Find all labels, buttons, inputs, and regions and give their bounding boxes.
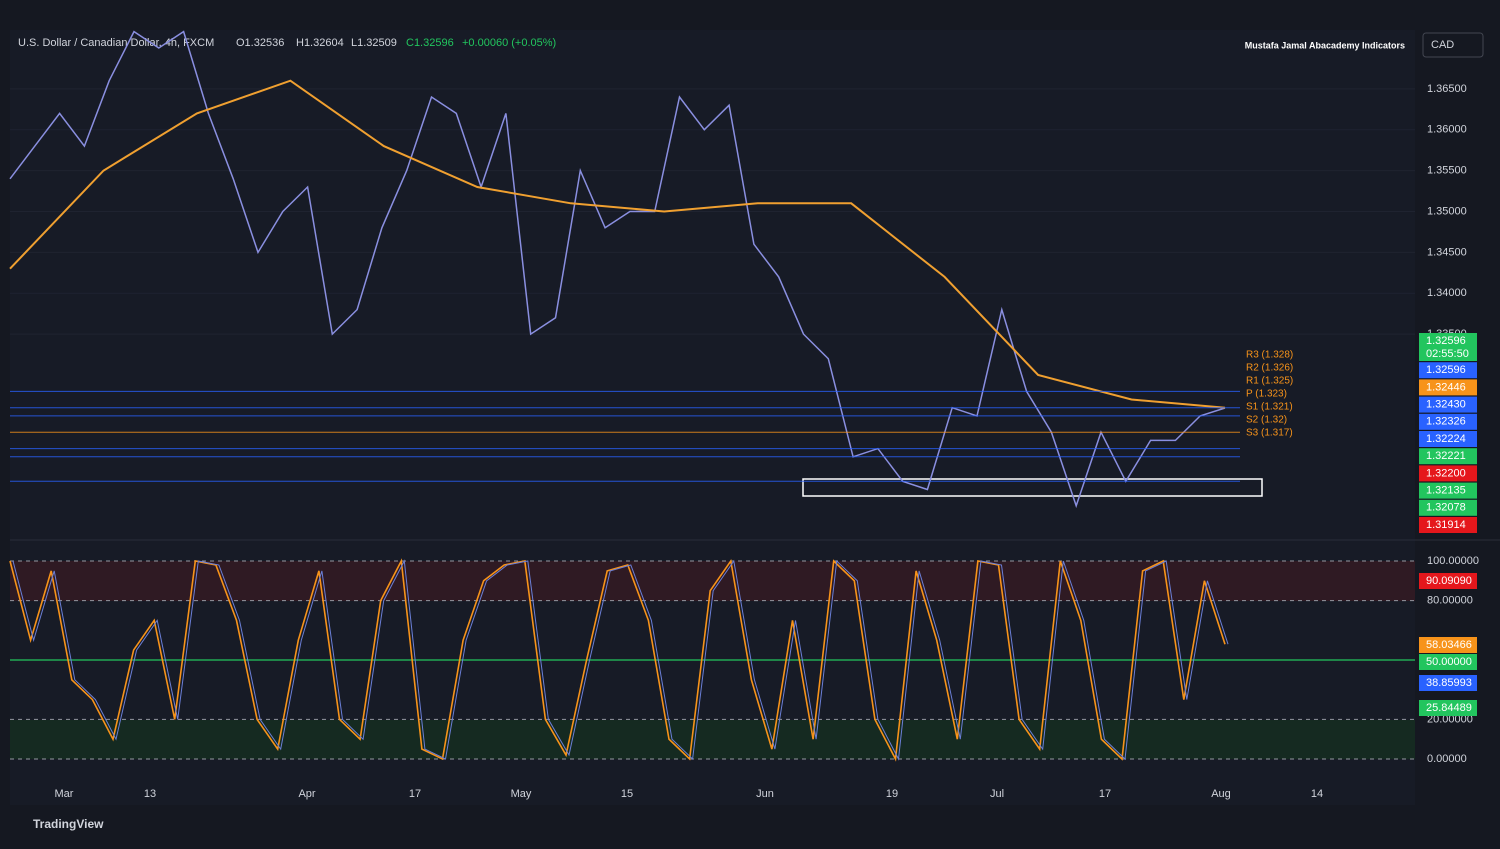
ohlc-close: C1.32596 [406, 37, 454, 49]
time-label: 15 [621, 788, 633, 800]
osc-tag-text: 25.84489 [1426, 702, 1472, 714]
osc-tag-text: 38.85993 [1426, 677, 1472, 689]
symbol: U.S. Dollar / Canadian Dollar, 4h, FXCM [18, 37, 214, 49]
price-tag-text: 1.32596 [1426, 364, 1466, 376]
ohlc-high: H1.32604 [296, 37, 344, 49]
osc-tag [1419, 700, 1477, 716]
price-tag [1419, 413, 1477, 430]
price-tick-label: 1.36500 [1427, 83, 1467, 95]
osc-tick-label: 100.00000 [1427, 555, 1479, 567]
currency-button[interactable] [1422, 32, 1484, 58]
osc-tick-label: 0.00000 [1427, 753, 1467, 765]
ohlc-open: O1.32536 [236, 37, 284, 49]
price-tag [1419, 465, 1477, 482]
pivot-label: R2 (1.326) [1246, 363, 1293, 374]
osc-tag-text: 90.09090 [1426, 575, 1472, 587]
countdown: 02:55:50 [1426, 348, 1469, 360]
time-label: May [511, 788, 532, 800]
time-label: Jun [756, 788, 774, 800]
osc-tag [1419, 654, 1477, 670]
time-label: 17 [1099, 788, 1111, 800]
price-line [9, 30, 1226, 509]
moving-average [9, 79, 1226, 409]
price-tag [1419, 517, 1477, 533]
price-tag [1419, 396, 1477, 413]
oscillator-line [9, 558, 1226, 762]
osc-tag-text: 50.00000 [1426, 656, 1472, 668]
price-tick-label: 1.36000 [1427, 124, 1467, 136]
price-tag [1419, 482, 1477, 499]
price-tag-text: 1.32596 [1426, 335, 1466, 347]
osc-tick-label: 80.00000 [1427, 595, 1473, 607]
osc-tick-label: 20.00000 [1427, 713, 1473, 725]
price-tag-text: 1.32224 [1426, 433, 1466, 445]
indicator-name: Mustafa Jamal Abacademy Indicators [1245, 40, 1405, 50]
osc-tag-text: 58.03466 [1426, 639, 1472, 651]
osc-tag [1419, 637, 1477, 653]
pivot-label: R1 (1.325) [1246, 376, 1293, 387]
time-label: 13 [144, 788, 156, 800]
price-tag [1419, 431, 1477, 447]
price-tag [1419, 362, 1477, 379]
price-tag-text: 1.32200 [1426, 467, 1466, 479]
osc-tag [1419, 573, 1477, 589]
price-tag [1419, 379, 1477, 396]
time-label: 17 [409, 788, 421, 800]
currency[interactable]: CAD [1431, 39, 1454, 51]
time-label: 19 [886, 788, 898, 800]
brand: TradingView [33, 817, 104, 831]
price-tag-text: 1.32221 [1426, 450, 1466, 462]
ohlc-low: L1.32509 [351, 37, 397, 49]
time-label: Aug [1211, 788, 1231, 800]
pivot-label: S3 (1.317) [1246, 428, 1293, 439]
pivot-label: S1 (1.321) [1246, 402, 1293, 413]
time-label: 14 [1311, 788, 1323, 800]
price-tag-text: 1.31914 [1426, 519, 1466, 531]
price-tag [1419, 448, 1477, 465]
price-tick-label: 1.34000 [1427, 287, 1467, 299]
osc-tag [1419, 675, 1477, 691]
price-tick-label: 1.35000 [1427, 205, 1467, 217]
pivot-label: P (1.323) [1246, 389, 1287, 400]
price-tick-label: 1.35500 [1427, 165, 1467, 177]
price-tick-label: 1.34500 [1427, 246, 1467, 258]
price-tag-text: 1.32135 [1426, 485, 1466, 497]
price-tag [1419, 499, 1477, 516]
time-label: Apr [298, 788, 315, 800]
price-tag-text: 1.32446 [1426, 381, 1466, 393]
price-tag-text: 1.32430 [1426, 399, 1466, 411]
oversold-zone [10, 720, 1415, 759]
pivot-label: R3 (1.328) [1246, 350, 1293, 361]
change: +0.00060 (+0.05%) [462, 37, 556, 49]
price-tag [1419, 333, 1477, 361]
oscillator-signal [12, 559, 1229, 761]
time-label: Jul [990, 788, 1004, 800]
zone-box [802, 478, 1263, 497]
price-tag-text: 1.32326 [1426, 416, 1466, 428]
pivot-label: S2 (1.32) [1246, 415, 1287, 426]
price-tag-text: 1.32078 [1426, 502, 1466, 514]
time-label: Mar [55, 788, 74, 800]
